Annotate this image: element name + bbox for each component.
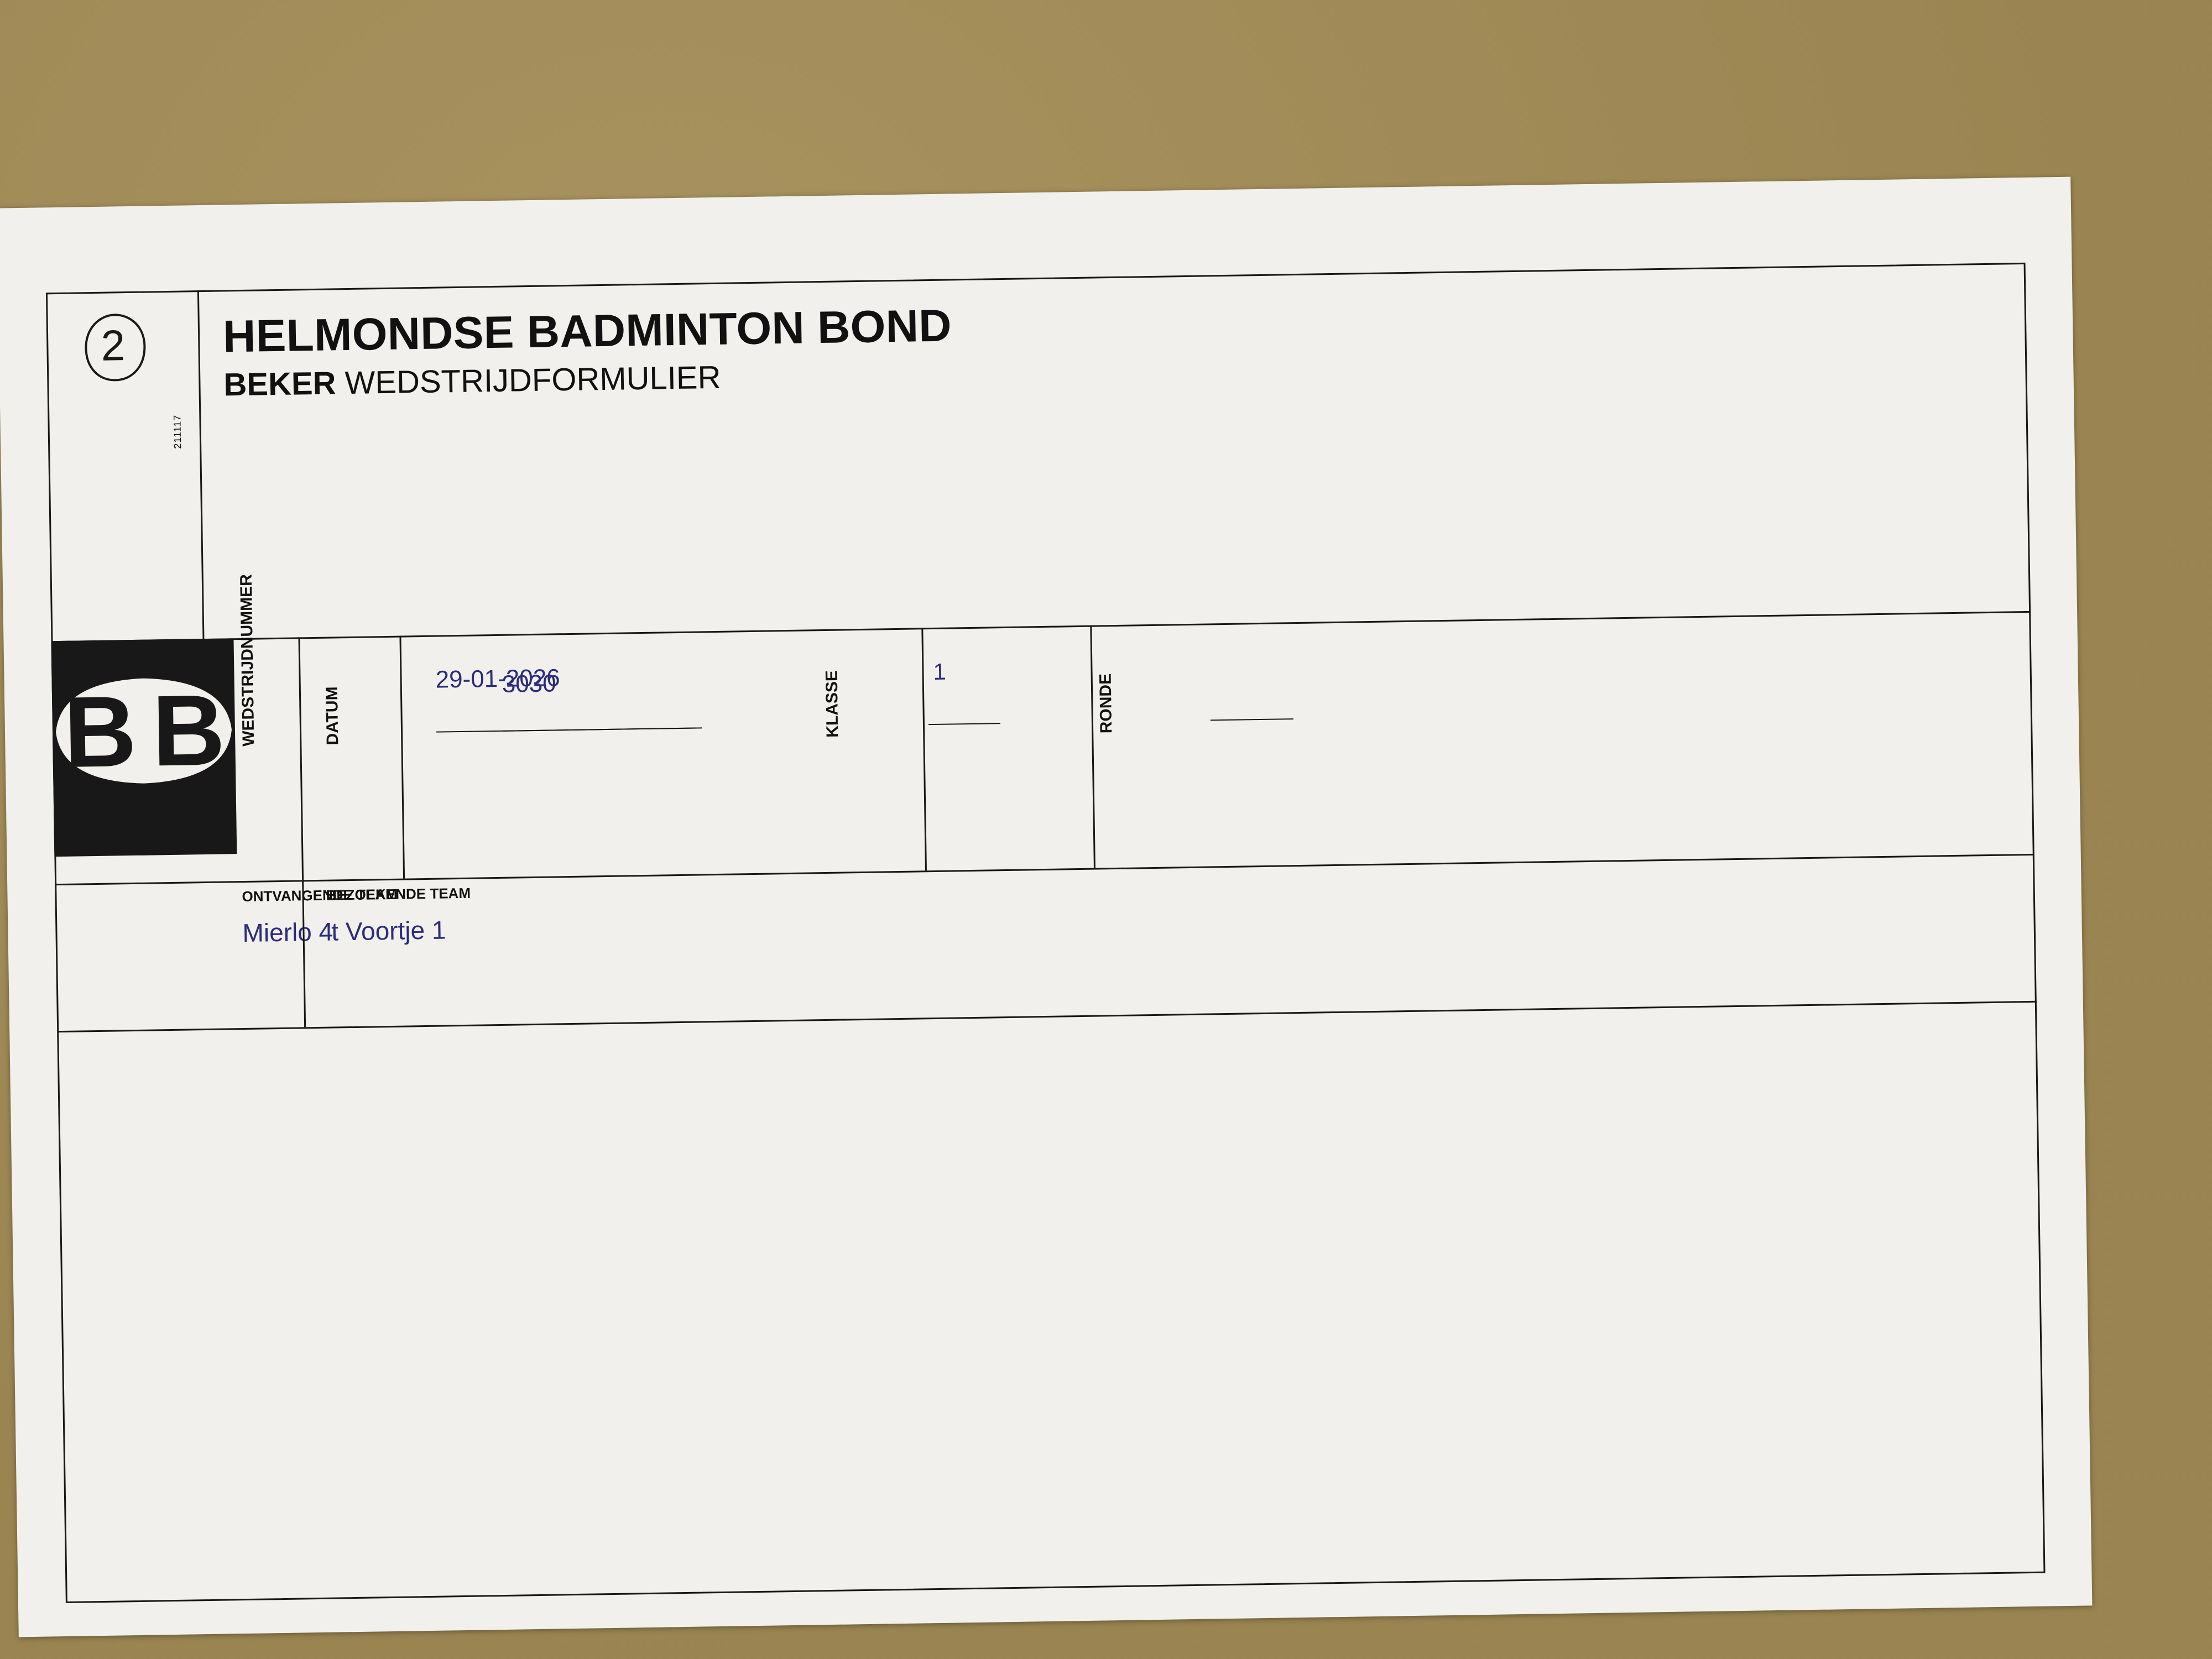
svg-text:B: B xyxy=(152,673,226,787)
svg-text:2: 2 xyxy=(101,321,126,370)
svg-text:B: B xyxy=(63,675,138,789)
